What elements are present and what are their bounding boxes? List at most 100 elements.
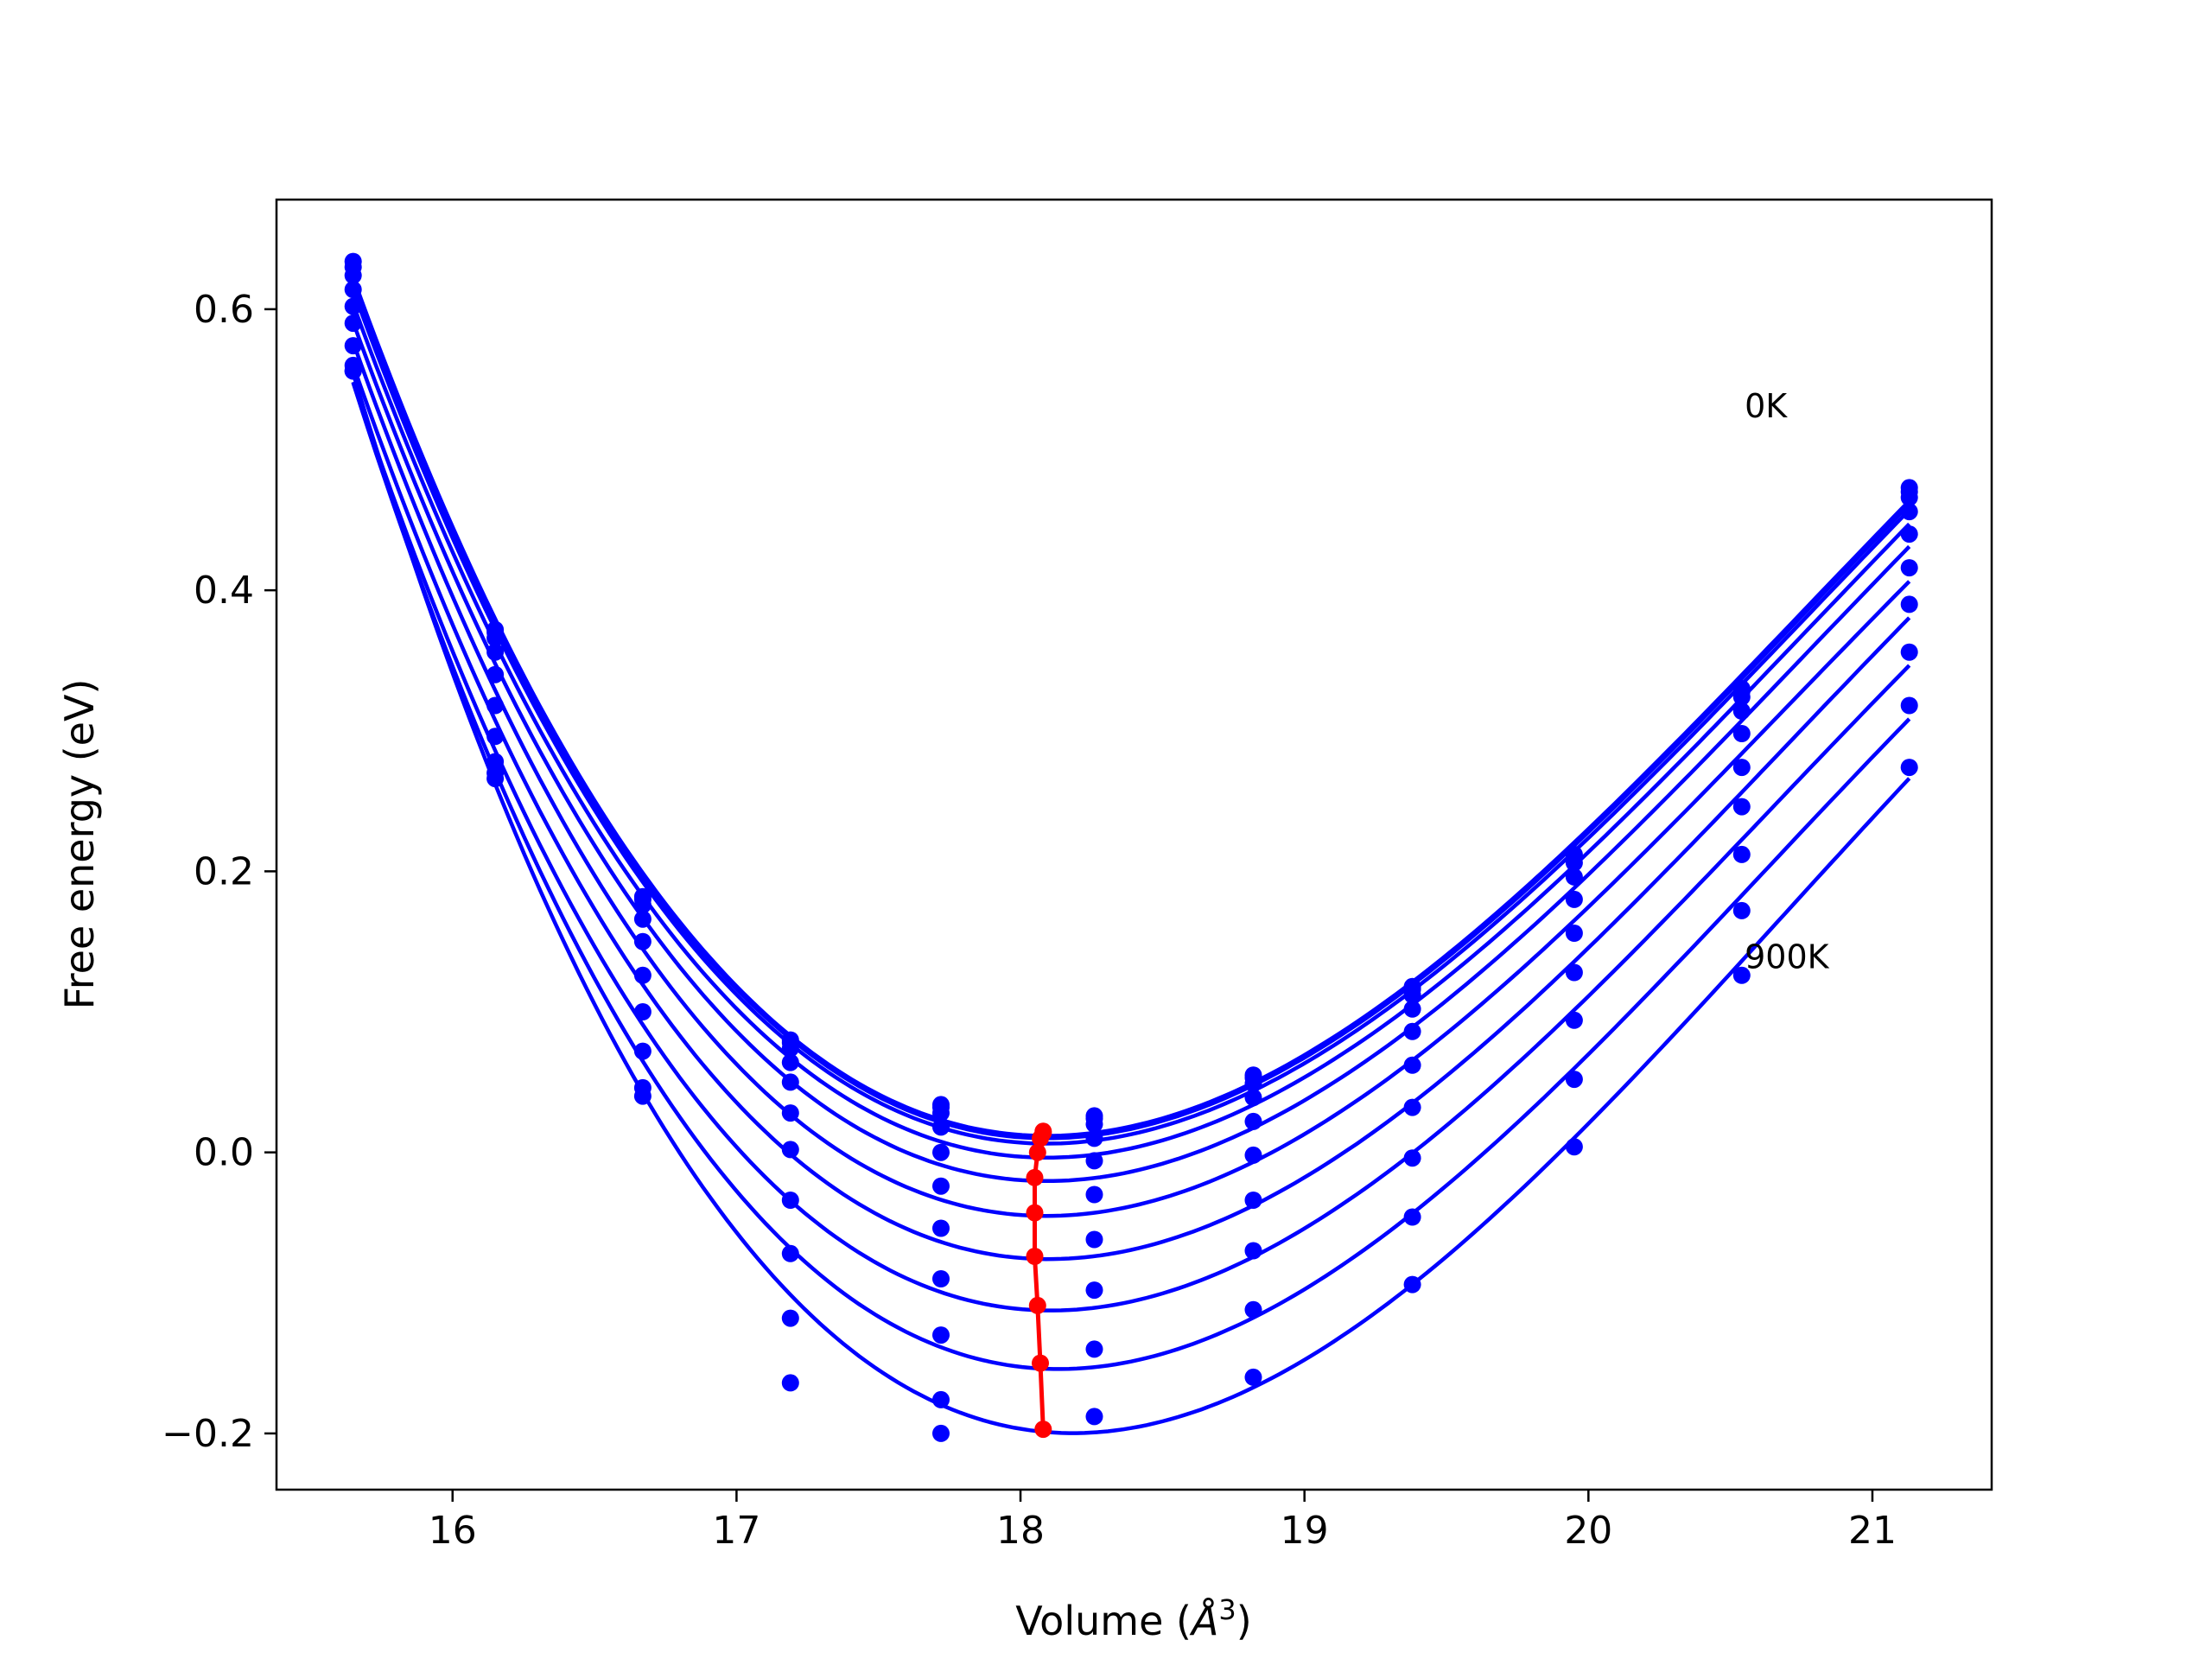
data-point bbox=[932, 1270, 950, 1287]
fitted-curves bbox=[351, 276, 1911, 1435]
data-point bbox=[1085, 1281, 1103, 1300]
y-tick-label: 0.2 bbox=[194, 849, 254, 893]
minimum-point bbox=[1028, 1296, 1046, 1314]
data-point bbox=[1900, 503, 1918, 521]
data-point bbox=[633, 966, 652, 984]
data-point bbox=[633, 1042, 652, 1060]
data-point bbox=[781, 1192, 799, 1209]
data-point bbox=[486, 728, 505, 746]
data-point bbox=[344, 315, 362, 333]
data-point bbox=[781, 1104, 799, 1122]
data-point bbox=[1732, 901, 1751, 919]
data-point bbox=[1403, 1022, 1421, 1040]
curve-200K bbox=[351, 289, 1911, 1146]
data-point bbox=[932, 1219, 950, 1237]
x-tick-label: 16 bbox=[429, 1509, 477, 1553]
curve-700K bbox=[351, 381, 1911, 1313]
curve-800K bbox=[351, 382, 1911, 1371]
x-tick-label: 17 bbox=[712, 1509, 760, 1553]
data-point bbox=[1085, 1152, 1103, 1170]
data-point bbox=[1900, 643, 1918, 661]
data-point bbox=[1085, 1408, 1103, 1426]
data-point bbox=[1244, 1075, 1262, 1092]
data-point bbox=[633, 1087, 652, 1105]
data-point bbox=[1732, 688, 1751, 706]
x-axis-label-main: Volume ( bbox=[1015, 1598, 1192, 1644]
data-point bbox=[1085, 1116, 1103, 1134]
data-point bbox=[633, 932, 652, 950]
x-tick-label: 19 bbox=[1281, 1509, 1329, 1553]
minimum-point bbox=[1034, 1421, 1052, 1439]
data-point bbox=[1732, 845, 1751, 863]
data-point bbox=[1565, 925, 1583, 942]
y-tick-label: 0.6 bbox=[194, 288, 254, 332]
data-point bbox=[1244, 1368, 1262, 1386]
data-point bbox=[1085, 1230, 1103, 1249]
data-point bbox=[1900, 559, 1918, 577]
data-point bbox=[1244, 1242, 1262, 1260]
data-point bbox=[1244, 1146, 1262, 1164]
data-point bbox=[781, 1073, 799, 1091]
data-point bbox=[1403, 1149, 1421, 1167]
annotation-0K: 0K bbox=[1745, 387, 1788, 425]
data-point bbox=[344, 266, 362, 284]
minimum-point bbox=[1032, 1129, 1049, 1147]
annotation-900K: 900K bbox=[1745, 938, 1830, 976]
data-point bbox=[1565, 868, 1583, 886]
data-point bbox=[344, 281, 362, 299]
minimum-point bbox=[1032, 1354, 1049, 1372]
minimum-point bbox=[1026, 1204, 1044, 1222]
data-point bbox=[932, 1104, 950, 1122]
data-point bbox=[1732, 702, 1751, 720]
data-point bbox=[1565, 1071, 1583, 1089]
data-point bbox=[344, 362, 362, 380]
y-axis-label: Free energy (eV) bbox=[56, 679, 103, 1010]
data-point bbox=[932, 1390, 950, 1408]
data-point bbox=[1565, 854, 1583, 872]
data-point bbox=[1900, 696, 1918, 715]
y-tick-label: −0.2 bbox=[162, 1412, 254, 1456]
minimum-point bbox=[1026, 1168, 1044, 1186]
curve-600K bbox=[351, 364, 1911, 1262]
data-point bbox=[1403, 1098, 1421, 1116]
annotations: 0K 900K bbox=[1745, 387, 1830, 976]
data-point bbox=[486, 770, 505, 788]
data-point bbox=[344, 337, 362, 355]
x-tick-label: 20 bbox=[1564, 1509, 1612, 1553]
data-points bbox=[344, 252, 1918, 1442]
x-axis-label: Volume (Å3) bbox=[1015, 1593, 1251, 1644]
data-point bbox=[344, 297, 362, 315]
x-axis-ticks: 16 17 18 19 20 21 bbox=[429, 1490, 1897, 1553]
y-tick-label: 0.4 bbox=[194, 569, 254, 613]
data-point bbox=[1900, 488, 1918, 506]
data-point bbox=[1565, 1138, 1583, 1156]
data-point bbox=[1565, 890, 1583, 908]
data-point bbox=[1900, 595, 1918, 613]
data-point bbox=[1732, 798, 1751, 816]
data-point bbox=[781, 1244, 799, 1262]
x-tick-label: 21 bbox=[1848, 1509, 1897, 1553]
y-axis-ticks: −0.2 0.0 0.2 0.4 0.6 bbox=[162, 288, 276, 1456]
data-point bbox=[781, 1039, 799, 1058]
data-point bbox=[781, 1309, 799, 1327]
curve-300K bbox=[351, 303, 1911, 1160]
data-point bbox=[1244, 1089, 1262, 1107]
data-point bbox=[633, 1003, 652, 1020]
data-point bbox=[1244, 1192, 1262, 1209]
minimum-point bbox=[1026, 1248, 1044, 1265]
data-point bbox=[1403, 1208, 1421, 1226]
data-point bbox=[932, 1143, 950, 1161]
plot-frame bbox=[275, 198, 1993, 1491]
minimum-point bbox=[1028, 1143, 1046, 1161]
x-axis-label-symbol: Å bbox=[1189, 1598, 1218, 1644]
data-point bbox=[1403, 986, 1421, 1004]
x-axis-label-end: ) bbox=[1236, 1598, 1252, 1644]
data-point bbox=[633, 896, 652, 914]
data-point bbox=[486, 629, 505, 647]
curve-100K bbox=[351, 281, 1911, 1141]
data-point bbox=[1085, 1340, 1103, 1358]
data-point bbox=[1085, 1129, 1103, 1147]
data-point bbox=[486, 643, 505, 661]
data-point bbox=[781, 1374, 799, 1392]
